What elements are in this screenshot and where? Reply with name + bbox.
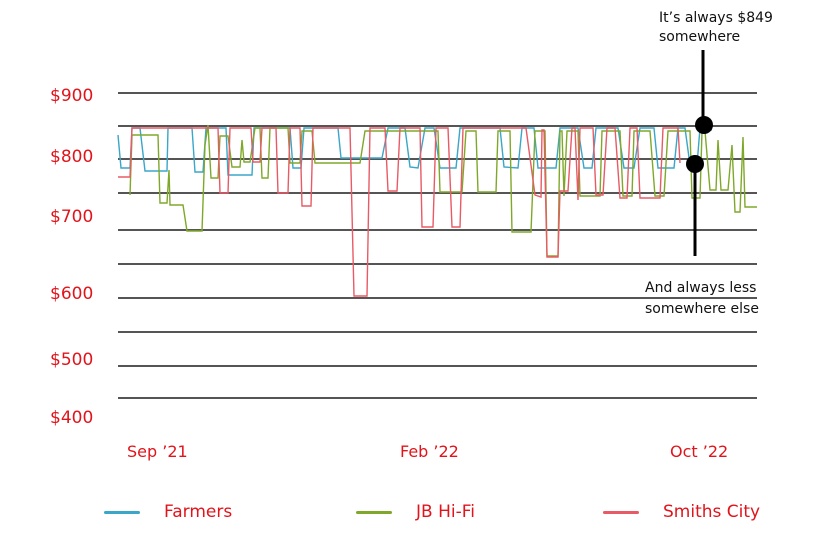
series-jbhifi xyxy=(129,124,757,257)
x-tick-oct22: Oct ’22 xyxy=(670,442,729,461)
legend-label-smiths: Smiths City xyxy=(663,502,761,522)
legend-swatch-jbhifi xyxy=(356,510,392,514)
annotation-dot-849 xyxy=(695,116,713,134)
annotation-bottom-line2: somewhere else xyxy=(645,301,759,317)
y-tick-600: $600 xyxy=(50,284,94,304)
y-tick-500: $500 xyxy=(50,350,94,370)
legend-item-smiths: Smiths City xyxy=(603,500,760,524)
annotation-top-line2: somewhere xyxy=(659,29,741,45)
y-tick-700: $700 xyxy=(50,207,94,227)
y-tick-800: $800 xyxy=(50,147,94,167)
legend-swatch-smiths xyxy=(603,510,639,514)
legend-label-farmers: Farmers xyxy=(164,502,233,522)
legend-swatch-farmers xyxy=(104,510,140,514)
legend-item-jbhifi: JB Hi-Fi xyxy=(356,500,475,524)
annotation-dot-less xyxy=(686,155,704,173)
annotation-top-line1: It’s always $849 xyxy=(659,10,773,26)
annotation-bottom-line1: And always less xyxy=(645,280,757,296)
y-tick-400: $400 xyxy=(50,408,94,428)
y-tick-900: $900 xyxy=(50,86,94,106)
legend-label-jbhifi: JB Hi-Fi xyxy=(416,502,475,522)
x-tick-feb22: Feb ’22 xyxy=(400,442,459,461)
series-smiths xyxy=(118,127,681,297)
x-tick-sep21: Sep ’21 xyxy=(127,442,188,461)
legend-item-farmers: Farmers xyxy=(104,500,232,524)
gridlines xyxy=(118,92,757,399)
